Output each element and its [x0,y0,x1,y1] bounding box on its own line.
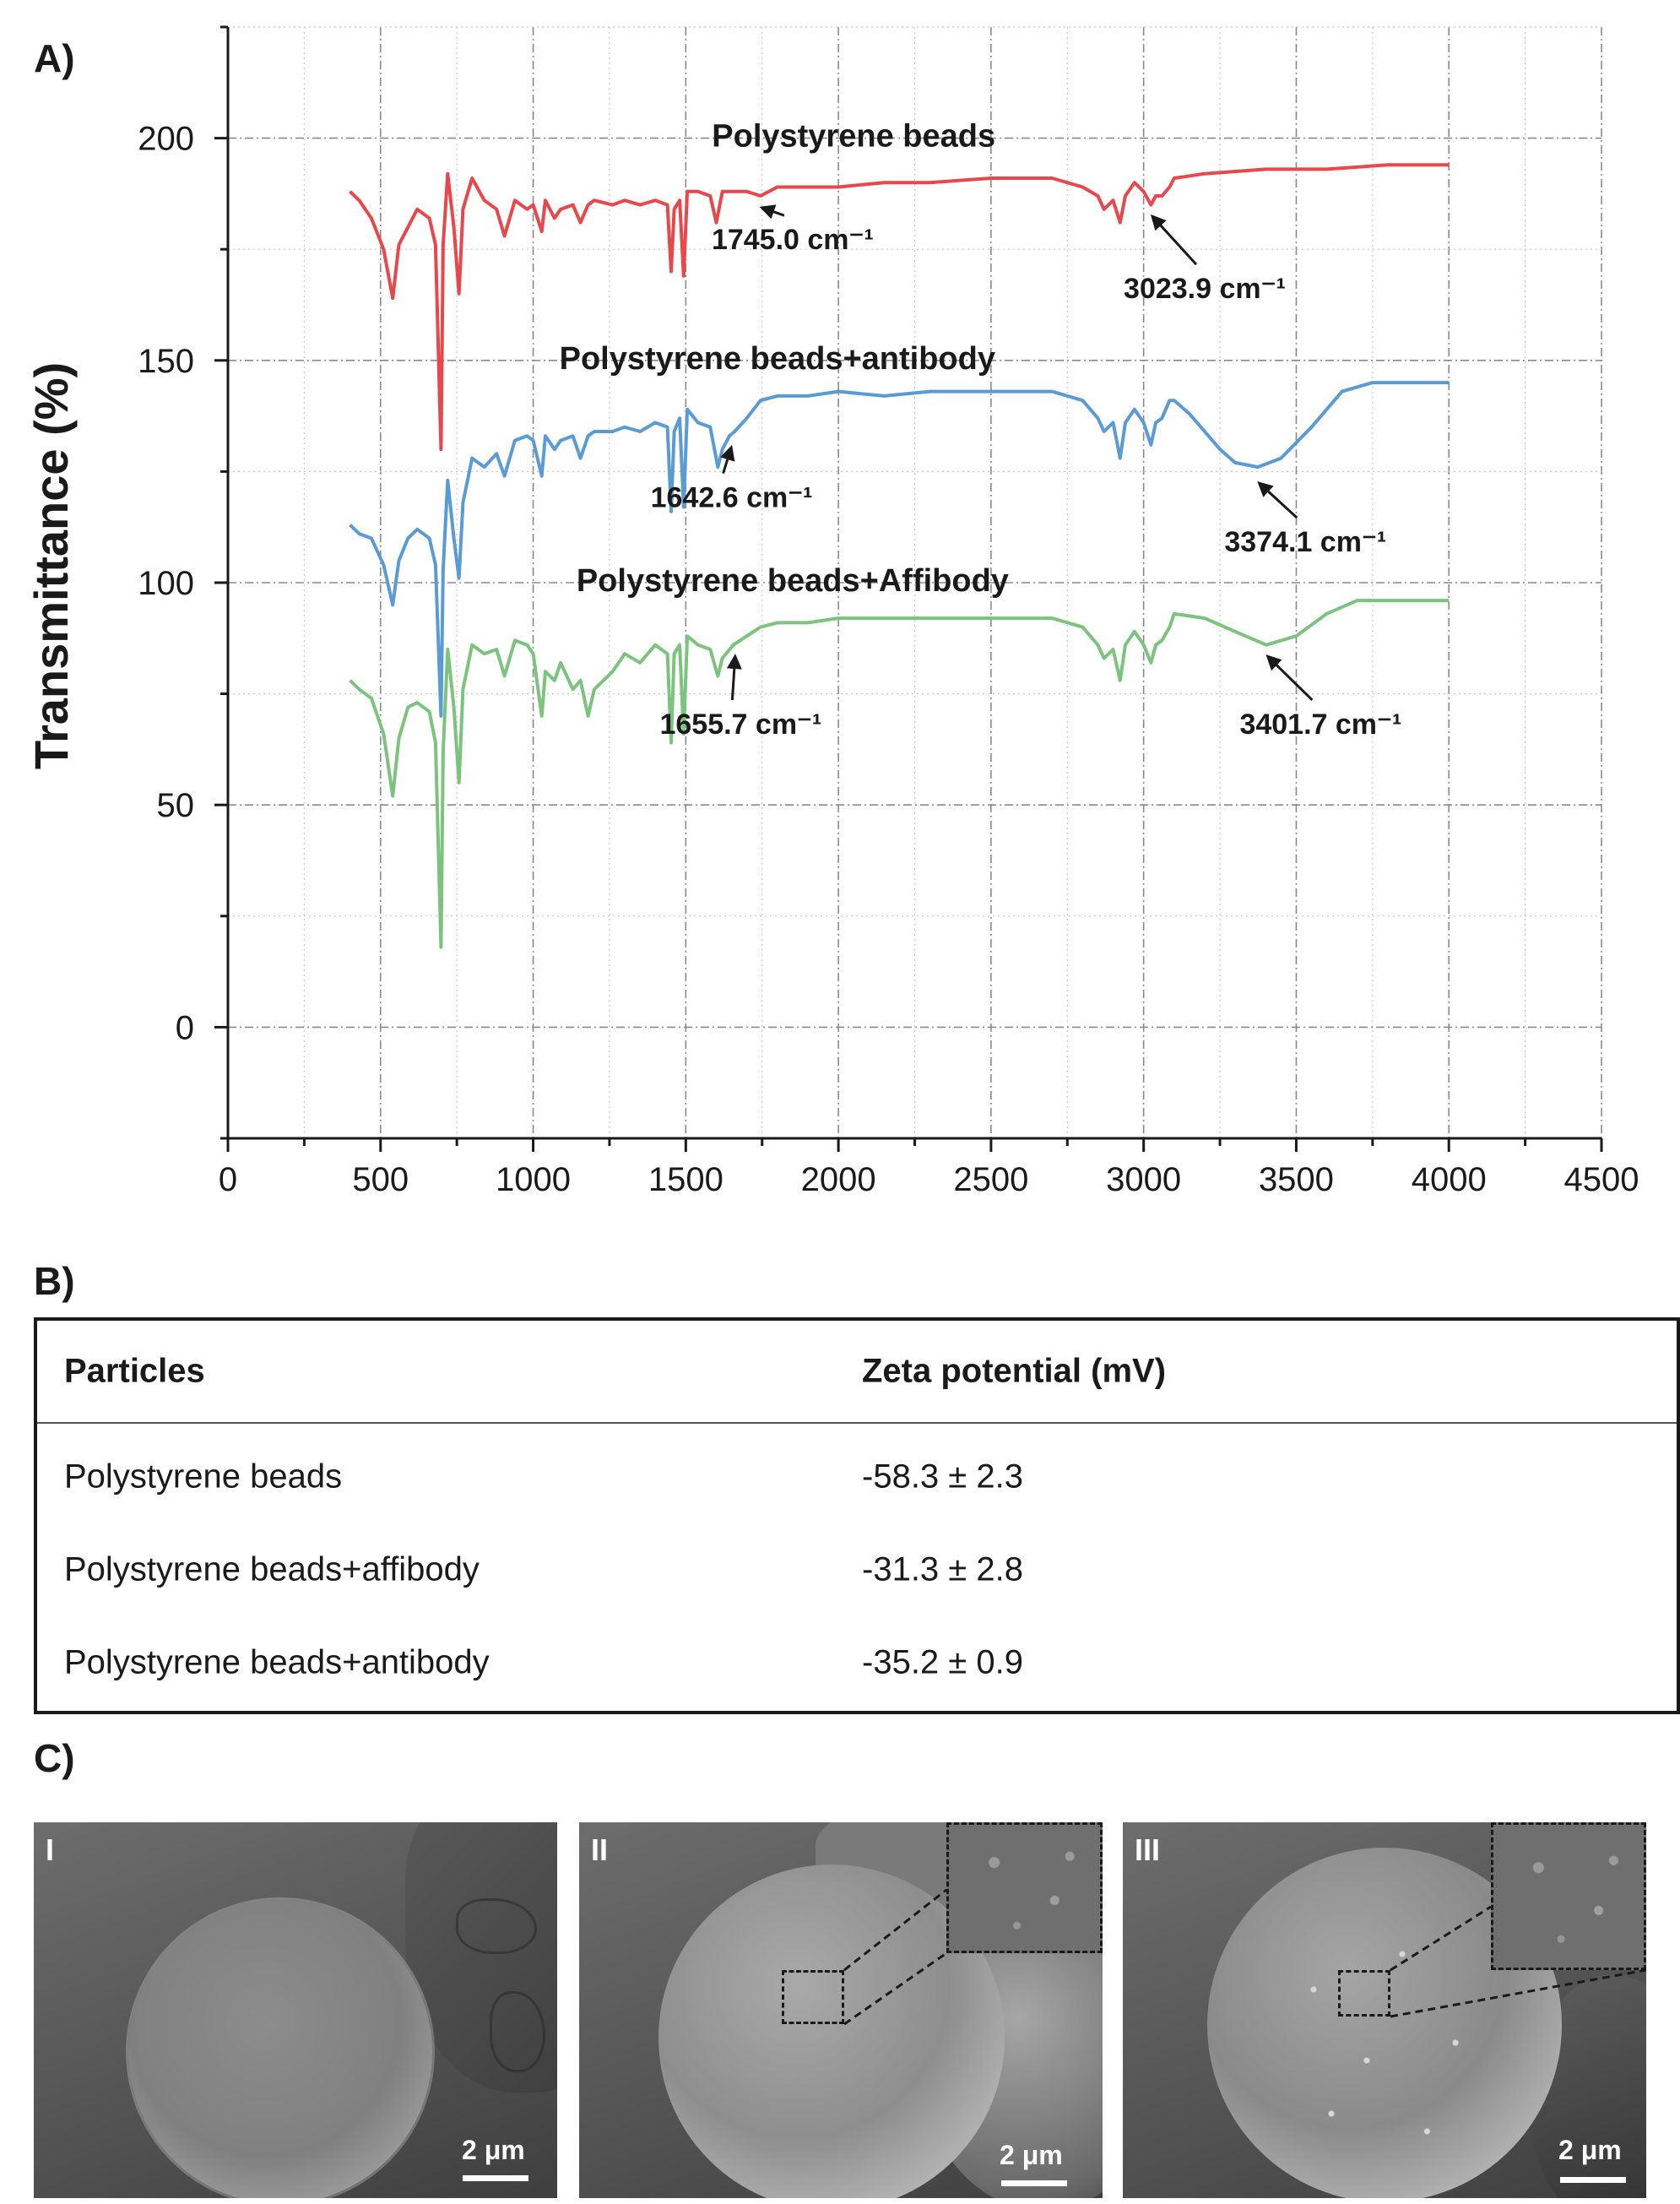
sem-roman-label: II [591,1832,609,1867]
table-cell: -58.3 ± 2.3 [862,1458,1023,1496]
series-line-1 [349,163,1450,452]
x-tick-label: 0 [219,1161,237,1198]
series-line-2 [349,381,1450,718]
x-tick-label: 4000 [1412,1161,1487,1198]
panel-b-label: B) [34,1259,75,1303]
x-tick-label: 500 [352,1161,409,1198]
annotation-label: 1642.6 cm⁻¹ [651,482,813,514]
x-axis-title: Wavenumber (cm⁻¹) [713,1242,1162,1250]
y-tick-label: 0 [176,1009,194,1046]
y-tick-label: 50 [157,787,195,824]
header-particles: Particles [64,1352,205,1390]
labels-layer: Polystyrene beads Polystyrene beads+antib… [560,119,1402,741]
table-cell: Polystyrene beads+affibody [64,1550,480,1588]
x-tick-label: 1000 [496,1161,571,1198]
sem-image-ii: II 2 μm [579,1822,1103,2198]
inset-region-box [782,1970,844,2024]
series-label: Polystyrene beads+antibody [560,341,995,377]
table-row: Polystyrene beads+affibody -31.3 ± 2.8 [37,1523,1677,1616]
annotation-label: 3401.7 cm⁻¹ [1239,708,1401,741]
series-label: Polystyrene beads [712,119,995,155]
series-label: Polystyrene beads+Affibody [577,563,1009,599]
series-layer [349,163,1450,949]
inset-connector-lines [1390,1905,1646,2018]
x-tick-label: 2500 [953,1161,1028,1198]
table-row: Polystyrene beads+antibody -35.2 ± 0.9 [37,1616,1677,1709]
annotation-arrow [1265,654,1314,702]
axes-layer: 0 500 1000 1500 2000 2500 3000 3500 4000 4500 0 50 1… [138,25,1639,1198]
scale-label: 2 μm [1000,2140,1063,2170]
inset-zoom [1491,1822,1646,1970]
annotation-arrow [720,444,735,474]
annotation-arrow [726,654,742,701]
scale-bar [1001,2180,1067,2186]
x-tick-label: 3500 [1259,1161,1334,1198]
table-header-row: Particles Zeta potential (mV) [37,1321,1677,1424]
table-row: Polystyrene beads -58.3 ± 2.3 [37,1430,1677,1523]
annotation-arrow [759,204,785,220]
annotation-label: 3023.9 cm⁻¹ [1124,273,1286,305]
panel-c-label: C) [34,1736,75,1780]
annotation-label: 1745.0 cm⁻¹ [712,224,874,256]
ftir-chart: 0 500 1000 1500 2000 2500 3000 3500 4000 4500 0 50 1… [24,25,1639,1250]
table-cell: -31.3 ± 2.8 [862,1550,1023,1588]
sem-image-iii: III 2 μm [1123,1822,1646,2198]
scale-label: 2 μm [1558,2135,1622,2165]
x-tick-label: 3000 [1106,1161,1181,1198]
table-cell: Polystyrene beads+antibody [64,1643,490,1681]
header-zeta-potential: Zeta potential (mV) [862,1352,1167,1390]
series-line-3 [349,599,1450,949]
sem-image-i: I 2 μm [34,1822,557,2198]
sem-roman-label: III [1135,1832,1161,1867]
y-tick-label: 200 [138,121,194,158]
panel-a-label: A) [34,36,75,80]
annotation-arrow [1257,480,1298,519]
x-tick-label: 2000 [801,1161,876,1198]
zeta-potential-table: Particles Zeta potential (mV) Polystyren… [34,1317,1680,1714]
y-tick-label: 100 [138,565,194,602]
inset-zoom [946,1822,1103,1953]
x-tick-label: 1500 [648,1161,723,1198]
x-tick-label: 4500 [1564,1161,1639,1198]
annotation-label: 3374.1 cm⁻¹ [1224,526,1386,558]
table-cell: -35.2 ± 0.9 [862,1643,1023,1681]
inset-region-box [1338,1970,1390,2017]
annotation-label: 1655.7 cm⁻¹ [659,708,821,741]
scale-bar [463,2175,528,2181]
inset-connector-lines [843,1888,947,2026]
y-axis-title: Transmittance (%) [24,362,78,769]
scale-label: 2 μm [462,2135,525,2165]
sem-roman-label: I [46,1832,55,1867]
y-tick-label: 150 [138,343,194,380]
annotation-arrow [1150,214,1198,266]
table-cell: Polystyrene beads [64,1458,343,1496]
scale-bar [1560,2177,1626,2183]
